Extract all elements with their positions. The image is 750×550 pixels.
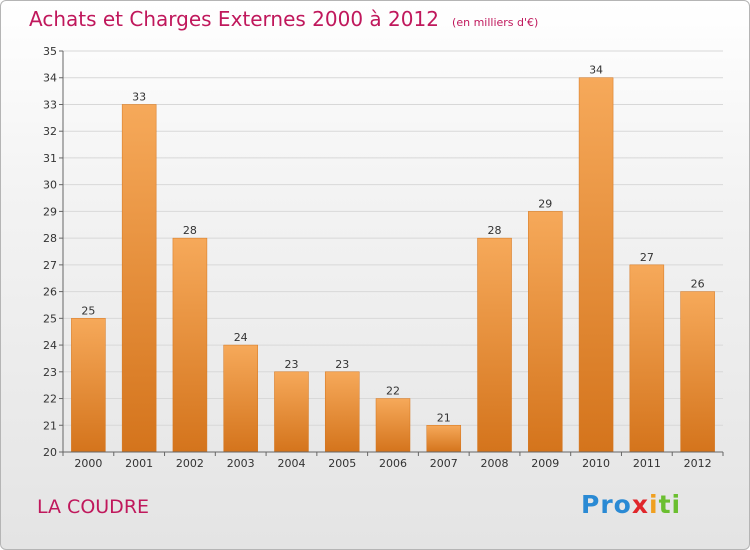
y-tick-label: 26 xyxy=(43,286,57,299)
data-label: 33 xyxy=(132,90,146,103)
y-tick-label: 35 xyxy=(43,45,57,58)
bar xyxy=(274,371,309,453)
x-tick-label: 2012 xyxy=(684,457,712,470)
y-tick-label: 22 xyxy=(43,393,57,406)
bar xyxy=(528,211,563,453)
x-tick-label: 2010 xyxy=(582,457,610,470)
bar xyxy=(324,371,360,453)
data-label: 21 xyxy=(437,411,451,424)
y-tick-label: 24 xyxy=(43,339,57,352)
bar xyxy=(578,77,614,453)
brand-logo: Proxiti xyxy=(581,490,681,519)
y-tick-label: 20 xyxy=(43,446,57,459)
bar xyxy=(375,398,411,453)
bar xyxy=(680,291,715,453)
bar xyxy=(426,425,462,453)
x-tick-label: 2006 xyxy=(379,457,407,470)
y-tick-label: 29 xyxy=(43,205,57,218)
data-label: 29 xyxy=(538,197,552,210)
x-tick-label: 2002 xyxy=(176,457,204,470)
brand-letter: P xyxy=(581,490,601,519)
x-tick-label: 2005 xyxy=(328,457,356,470)
location-label: LA COUDRE xyxy=(37,496,150,518)
y-tick-label: 25 xyxy=(43,312,57,325)
y-tick-label: 28 xyxy=(43,232,57,245)
brand-letter: i xyxy=(649,490,659,519)
y-tick-label: 31 xyxy=(43,152,57,165)
bar xyxy=(477,237,512,453)
bar xyxy=(629,264,665,453)
y-tick-label: 21 xyxy=(43,419,57,432)
data-label: 23 xyxy=(335,358,349,371)
axis-layer: 20 21 22 23 24 25 26 27 28 29 30 31 32 33 34 35 xyxy=(43,45,724,459)
data-label: 25 xyxy=(81,304,95,317)
y-tick-label: 32 xyxy=(43,125,57,138)
bar xyxy=(223,344,258,453)
x-tick-label: 2009 xyxy=(531,457,559,470)
x-tick-label: 2004 xyxy=(277,457,305,470)
data-label: 22 xyxy=(386,385,400,398)
x-tick-label: 2000 xyxy=(74,457,102,470)
chart-subtitle: (en milliers d'€) xyxy=(452,16,539,29)
y-tick-label: 34 xyxy=(43,72,57,85)
title-row: Achats et Charges Externes 2000 à 2012 (… xyxy=(29,7,538,31)
x-tick-label: 2001 xyxy=(125,457,153,470)
brand-letter: r xyxy=(600,490,614,519)
bar xyxy=(121,104,157,453)
y-tick-label: 33 xyxy=(43,98,57,111)
bar xyxy=(172,237,208,453)
label-layer: 2000 25 2001 33 2002 28 2003 24 2004 23 2005 23 2006… xyxy=(74,64,711,470)
bar xyxy=(71,318,106,453)
data-label: 23 xyxy=(284,358,298,371)
data-label: 28 xyxy=(183,224,197,237)
brand-letter: i xyxy=(671,490,682,519)
brand-letter: x xyxy=(631,490,649,519)
chart-title: Achats et Charges Externes 2000 à 2012 xyxy=(29,7,439,31)
brand-letter: t xyxy=(658,490,672,519)
y-tick-label: 30 xyxy=(43,179,57,192)
x-tick-label: 2003 xyxy=(227,457,255,470)
data-label: 26 xyxy=(691,278,705,291)
y-tick-label: 27 xyxy=(43,259,57,272)
data-label: 34 xyxy=(589,64,603,77)
data-label: 24 xyxy=(234,331,248,344)
x-tick-label: 2007 xyxy=(430,457,458,470)
y-tick-label: 23 xyxy=(43,366,57,379)
x-tick-label: 2011 xyxy=(633,457,661,470)
data-label: 28 xyxy=(488,224,502,237)
brand-letter: o xyxy=(613,490,632,519)
data-label: 27 xyxy=(640,251,654,264)
x-tick-label: 2008 xyxy=(481,457,509,470)
bar-layer xyxy=(71,77,715,453)
